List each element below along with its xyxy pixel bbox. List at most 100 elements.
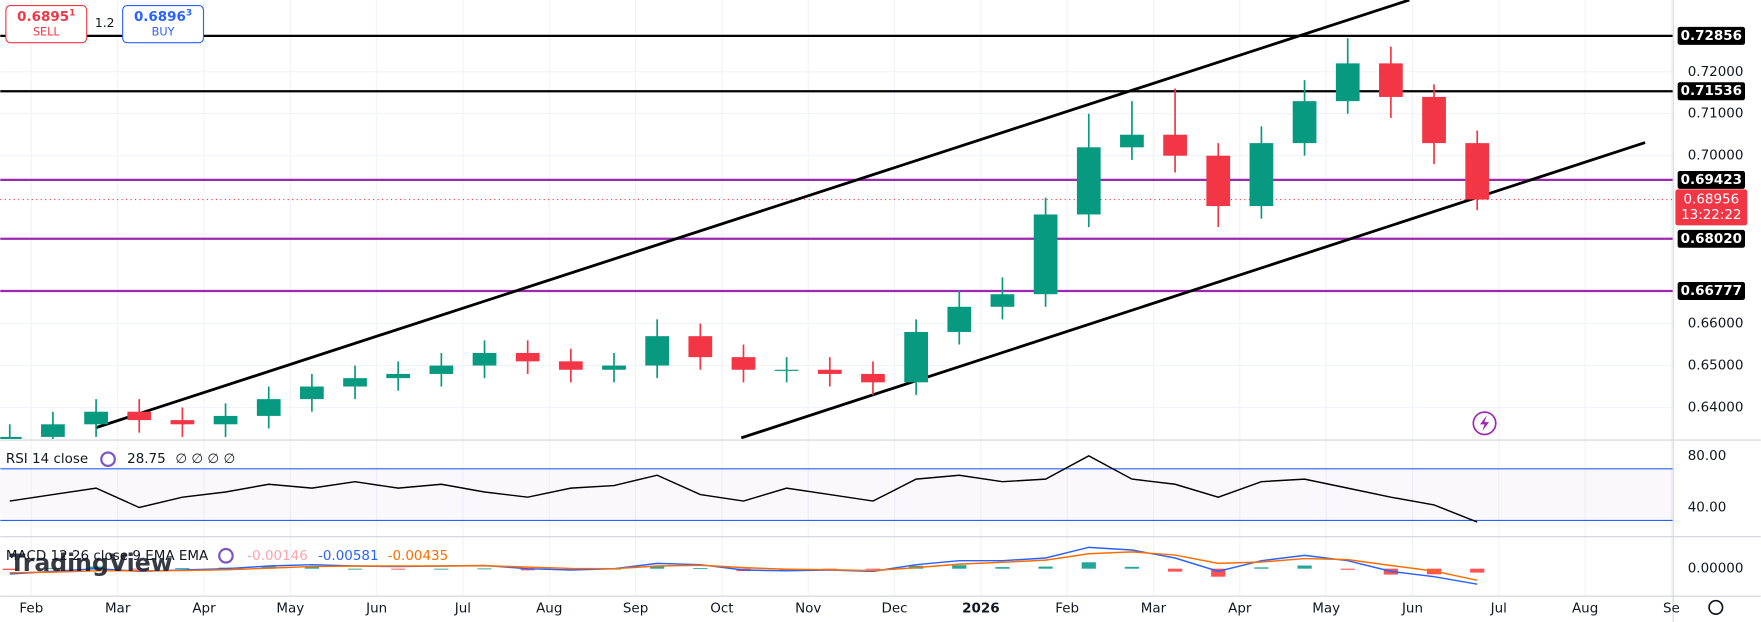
level-label: 0.69423 (1681, 172, 1742, 188)
macd-hist-bar (1254, 567, 1269, 569)
rsi-tick-label: 40.00 (1688, 499, 1727, 515)
candle-body (429, 365, 454, 374)
candle-body (41, 424, 65, 437)
level-label: 0.72856 (1681, 28, 1742, 44)
trade-panel: 0.68951 SELL 1.2 0.68963 BUY (5, 5, 205, 44)
candle-body (256, 399, 281, 416)
sell-button[interactable]: 0.68951 SELL (5, 5, 88, 44)
countdown-label: 13:22:22 (1681, 207, 1742, 223)
macd-hist-bar (88, 566, 104, 569)
candle-body (602, 365, 626, 370)
x-tick-label: 2026 (962, 601, 1000, 617)
candle-body (731, 357, 756, 370)
grid (0, 0, 1674, 597)
sell-price-main[interactable]: 0.6895 (17, 9, 69, 25)
macd-settings-icon[interactable] (218, 547, 234, 564)
macd-legend-signal: -0.00435 (388, 548, 449, 564)
macd-hist-bar (1297, 565, 1312, 569)
sell-label[interactable]: SELL (33, 26, 60, 39)
rsi-settings-icon[interactable] (100, 451, 116, 468)
macd-hist-bar (1167, 568, 1183, 572)
candle-body (645, 336, 670, 366)
x-tick-label: Aug (536, 601, 562, 617)
x-tick-label: Mar (1141, 601, 1167, 617)
buy-button[interactable]: 0.68963 BUY (122, 5, 205, 44)
candle-body (127, 411, 152, 421)
x-tick-label: Jun (365, 601, 387, 617)
rsi-line (9, 455, 1478, 523)
macd-legend-macd: -0.00581 (318, 548, 379, 564)
y-tick-label: 0.65000 (1688, 358, 1744, 374)
buy-price-main[interactable]: 0.6896 (134, 9, 186, 25)
x-tick-label: Apr (192, 601, 216, 617)
buy-label[interactable]: BUY (152, 26, 175, 39)
candle-body (1292, 101, 1317, 144)
macd-hist-bar (2, 568, 17, 571)
candles (0, 38, 1490, 439)
signal-line (9, 551, 1478, 582)
trendline (95, 0, 1410, 430)
settings-icon[interactable] (1708, 599, 1724, 615)
macd-hist-bar (1340, 568, 1355, 570)
candle-body (1335, 63, 1360, 102)
candle-body (386, 373, 411, 379)
candle-body (558, 361, 583, 370)
level-label: 0.66777 (1681, 283, 1742, 299)
x-tick-label: Jun (1401, 601, 1423, 617)
macd-hist-bar (477, 568, 492, 570)
x-tick-label: Feb (1055, 601, 1079, 617)
rsi-legend-extra: ∅ ∅ ∅ ∅ (175, 451, 235, 467)
level-label: 0.68020 (1681, 231, 1742, 247)
rsi-pane (0, 455, 1674, 523)
x-tick-label: May (1312, 601, 1340, 617)
x-tick-label: Jul (1490, 601, 1507, 617)
macd-hist-bar (1211, 568, 1226, 577)
candle-body (1422, 96, 1446, 144)
candle-body (947, 306, 972, 332)
last-price-label: 0.68956 (1683, 192, 1739, 208)
candle-body (1033, 214, 1058, 295)
buy-price-sup[interactable]: 3 (186, 8, 192, 18)
sell-price[interactable]: 0.68951 (17, 8, 75, 25)
x-tick-label: Oct (710, 601, 733, 617)
candle-body (1206, 155, 1231, 207)
macd-hist-bar (995, 567, 1010, 569)
last-price-box (1675, 189, 1748, 226)
y-tick-label: 0.71000 (1688, 106, 1744, 122)
candle-body (1465, 143, 1490, 200)
candle-body (300, 386, 324, 400)
macd-hist-bar (1470, 568, 1485, 573)
level-label-box (1677, 170, 1746, 189)
spread: 1.2 (95, 16, 115, 30)
x-tick-label: Aug (1572, 601, 1598, 617)
candle-body (1163, 134, 1187, 156)
level-label-box (1677, 26, 1746, 45)
trendlines (95, 0, 1646, 439)
macd-hist-bar (347, 568, 363, 570)
level-label-box (1677, 281, 1746, 300)
x-tick-label: Mar (105, 601, 131, 617)
candle-body (213, 415, 238, 425)
rsi-band-fill (0, 469, 1674, 520)
sell-price-sup[interactable]: 1 (69, 8, 75, 18)
level-label: 0.71536 (1681, 83, 1742, 99)
x-tick-label: Jul (454, 601, 471, 617)
macd-hist-bar (1038, 566, 1053, 569)
macd-hist-bar (45, 567, 61, 569)
axes: Feb Mar Apr May Jun Jul Aug Sep Oct Nov Dec 2026 Feb… (19, 26, 1748, 617)
candle-body (343, 378, 367, 387)
sell-box[interactable] (5, 5, 88, 44)
buy-price[interactable]: 0.68963 (134, 8, 192, 25)
levels (0, 34, 1674, 293)
candle-body (1120, 134, 1144, 148)
candle-body (0, 436, 22, 439)
buy-box[interactable] (122, 5, 205, 44)
macd-hist-bar (1124, 566, 1140, 569)
macd-hist-bar (304, 566, 320, 569)
macd-hist-bar (175, 568, 190, 570)
candle-body (170, 420, 195, 425)
candle-body (84, 411, 108, 425)
macd-pane (2, 546, 1485, 585)
y-tick-label: 0.66000 (1688, 316, 1744, 332)
macd-legend-hist: -0.00146 (247, 548, 308, 564)
